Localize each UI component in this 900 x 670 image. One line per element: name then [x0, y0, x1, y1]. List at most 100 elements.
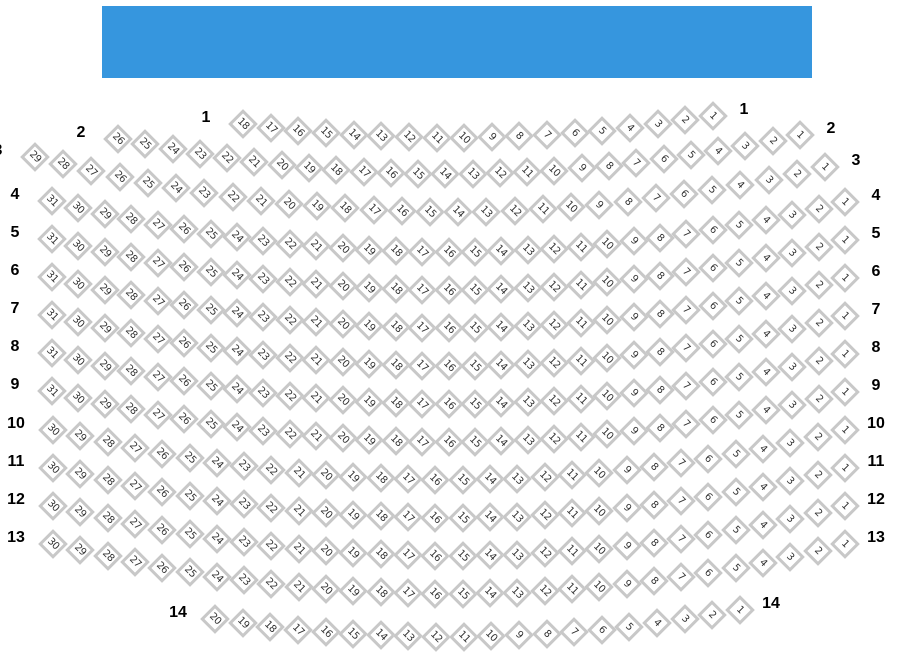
- seat[interactable]: 5: [720, 477, 751, 507]
- seat[interactable]: 17: [393, 578, 423, 609]
- seat[interactable]: 10: [592, 267, 622, 297]
- seat[interactable]: 21: [283, 495, 314, 526]
- seat[interactable]: 27: [76, 155, 107, 186]
- seat[interactable]: 10: [592, 381, 622, 411]
- seat[interactable]: 23: [229, 565, 260, 596]
- seat[interactable]: 3: [775, 542, 806, 572]
- seat[interactable]: 5: [720, 439, 751, 469]
- seat[interactable]: 14: [338, 120, 369, 150]
- seat[interactable]: 8: [638, 527, 669, 558]
- seat[interactable]: 31: [37, 224, 67, 255]
- seat[interactable]: 31: [37, 300, 67, 331]
- seat[interactable]: 16: [433, 275, 464, 305]
- seat[interactable]: 2: [802, 459, 833, 490]
- seat[interactable]: 3: [777, 389, 807, 420]
- seat[interactable]: 2: [802, 535, 833, 566]
- seat[interactable]: 2: [803, 383, 834, 414]
- seat[interactable]: 13: [502, 501, 533, 532]
- seat[interactable]: 22: [256, 454, 287, 485]
- seat[interactable]: 1: [830, 377, 860, 407]
- seat[interactable]: 11: [557, 498, 587, 529]
- seat[interactable]: 3: [777, 199, 807, 230]
- seat[interactable]: 20: [311, 536, 341, 566]
- seat[interactable]: 18: [330, 193, 361, 224]
- seat[interactable]: 19: [302, 191, 332, 222]
- seat[interactable]: 25: [195, 256, 226, 287]
- seat[interactable]: 14: [486, 350, 517, 380]
- seat[interactable]: 19: [354, 425, 385, 455]
- seat[interactable]: 13: [366, 121, 397, 152]
- seat[interactable]: 13: [512, 311, 543, 341]
- seat[interactable]: 1: [830, 225, 860, 255]
- seat[interactable]: 9: [618, 378, 649, 409]
- seat[interactable]: 7: [640, 183, 671, 214]
- seat[interactable]: 21: [239, 146, 270, 177]
- seat[interactable]: 10: [556, 192, 586, 223]
- seat[interactable]: 8: [645, 413, 675, 443]
- seat[interactable]: 4: [750, 357, 781, 387]
- seat[interactable]: 24: [202, 485, 232, 516]
- seat[interactable]: 4: [750, 243, 781, 273]
- seat[interactable]: 29: [90, 199, 120, 229]
- seat[interactable]: 9: [618, 264, 649, 295]
- seat[interactable]: 25: [130, 129, 161, 160]
- seat[interactable]: 14: [486, 426, 517, 456]
- seat[interactable]: 24: [222, 336, 252, 367]
- seat[interactable]: 8: [638, 565, 669, 596]
- seat[interactable]: 31: [37, 186, 67, 217]
- seat[interactable]: 19: [354, 273, 385, 303]
- seat[interactable]: 2: [803, 269, 834, 300]
- seat[interactable]: 1: [830, 339, 860, 369]
- seat[interactable]: 15: [447, 541, 478, 571]
- seat[interactable]: 9: [584, 190, 615, 220]
- seat[interactable]: 13: [512, 235, 543, 265]
- seat[interactable]: 1: [725, 595, 755, 625]
- seat[interactable]: 30: [38, 528, 68, 559]
- seat[interactable]: 5: [724, 324, 755, 355]
- seat[interactable]: 21: [301, 345, 332, 376]
- seat[interactable]: 24: [222, 222, 252, 253]
- seat[interactable]: 3: [775, 428, 806, 458]
- seat[interactable]: 27: [142, 323, 173, 354]
- seat[interactable]: 19: [354, 311, 385, 341]
- seat[interactable]: 6: [648, 144, 679, 175]
- seat[interactable]: 17: [407, 388, 437, 419]
- seat[interactable]: 9: [566, 153, 597, 184]
- seat[interactable]: 2: [697, 600, 728, 630]
- seat[interactable]: 13: [502, 463, 533, 494]
- seat[interactable]: 6: [697, 291, 728, 321]
- seat[interactable]: 1: [785, 119, 815, 150]
- seat[interactable]: 10: [584, 534, 615, 564]
- seat[interactable]: 12: [529, 462, 560, 492]
- seat[interactable]: 2: [803, 307, 834, 338]
- seat[interactable]: 18: [365, 539, 396, 570]
- seat[interactable]: 17: [407, 236, 437, 267]
- seat[interactable]: 27: [142, 399, 173, 430]
- seat[interactable]: 24: [222, 412, 252, 443]
- seat[interactable]: 11: [421, 123, 452, 153]
- seat[interactable]: 26: [169, 214, 200, 245]
- seat[interactable]: 27: [142, 209, 173, 240]
- seat[interactable]: 20: [274, 188, 304, 219]
- seat[interactable]: 22: [217, 182, 248, 212]
- seat[interactable]: 20: [327, 233, 358, 264]
- seat[interactable]: 6: [697, 215, 728, 245]
- seat[interactable]: 16: [310, 617, 341, 647]
- seat[interactable]: 26: [169, 252, 200, 283]
- seat[interactable]: 25: [174, 519, 205, 550]
- seat[interactable]: 13: [512, 425, 543, 455]
- seat[interactable]: 9: [618, 340, 649, 371]
- seat[interactable]: 16: [420, 465, 451, 495]
- seat[interactable]: 18: [380, 312, 411, 342]
- seat[interactable]: 22: [275, 266, 305, 297]
- seat[interactable]: 14: [475, 464, 505, 495]
- seat[interactable]: 15: [311, 118, 341, 148]
- seat[interactable]: 19: [294, 152, 324, 183]
- seat[interactable]: 27: [120, 433, 150, 464]
- seat[interactable]: 1: [830, 301, 860, 331]
- seat[interactable]: 20: [311, 574, 341, 604]
- seat[interactable]: 23: [229, 527, 260, 558]
- seat[interactable]: 5: [720, 515, 751, 545]
- seat[interactable]: 9: [618, 416, 649, 447]
- seat[interactable]: 20: [311, 498, 341, 528]
